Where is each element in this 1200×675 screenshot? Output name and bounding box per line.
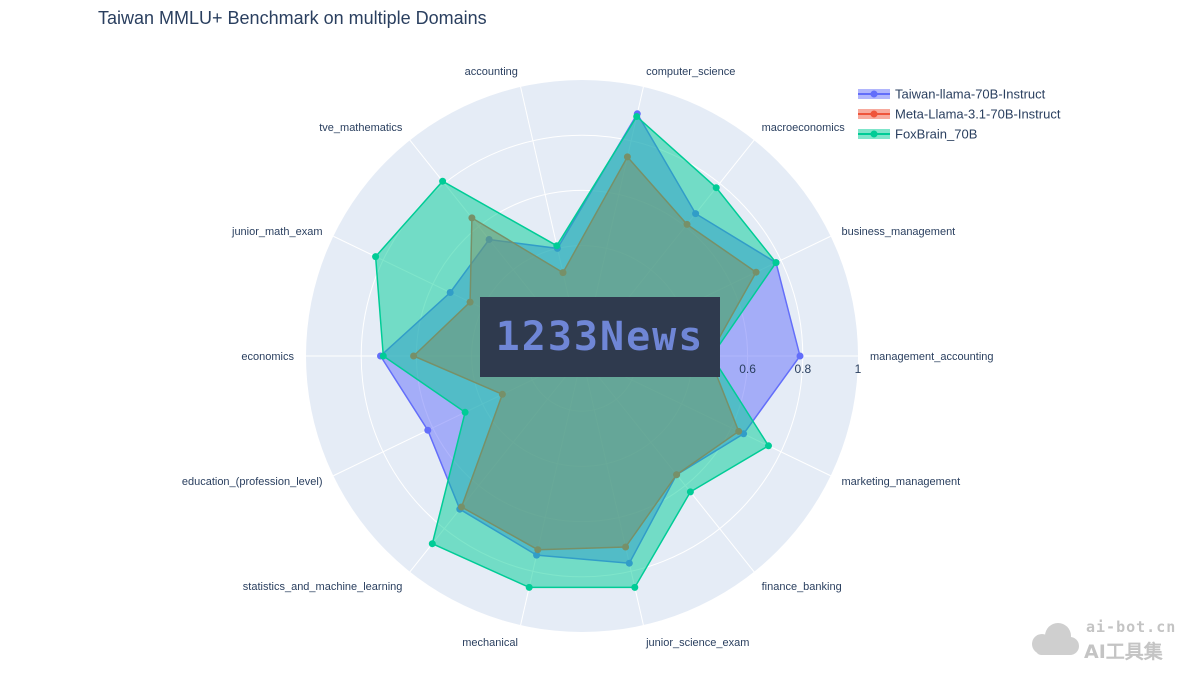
legend-item[interactable]: Taiwan-llama-70B-Instruct — [858, 87, 1046, 102]
axis-label-junior_science_exam: junior_science_exam — [645, 637, 749, 649]
series-point — [631, 583, 639, 591]
series-point — [712, 184, 720, 192]
legend-marker — [870, 110, 878, 118]
legend-marker — [870, 90, 878, 98]
radial-tick-labels: 0.6 0.8 1 — [739, 362, 861, 376]
axis-label-statistics_and_machine_learning: statistics_and_machine_learning — [243, 581, 403, 593]
series-point — [372, 253, 380, 261]
axis-label-computer_science: computer_science — [646, 66, 735, 78]
axis-label-accounting: accounting — [465, 66, 518, 78]
chart-title: Taiwan MMLU+ Benchmark on multiple Domai… — [98, 8, 487, 28]
axis-label-tve_mathematics: tve_mathematics — [319, 122, 403, 134]
series-point — [525, 583, 533, 591]
axis-label-management_accounting: management_accounting — [870, 351, 994, 363]
series-point — [379, 352, 387, 360]
axis-label-marketing_management: marketing_management — [842, 476, 961, 488]
series-point — [439, 177, 447, 185]
axis-label-finance_banking: finance_banking — [762, 581, 842, 593]
series-point — [553, 242, 561, 250]
radial-tick-label: 0.6 — [739, 362, 756, 376]
series-point — [772, 259, 780, 267]
axis-label-economics: economics — [241, 351, 294, 363]
legend-label: Meta-Llama-3.1-70B-Instruct — [895, 107, 1061, 122]
center-watermark-text: 1233News — [495, 314, 705, 360]
legend-marker — [870, 130, 878, 138]
axis-label-business_management: business_management — [842, 226, 956, 238]
legend-item[interactable]: FoxBrain_70B — [858, 127, 977, 142]
axis-label-education_(profession_level): education_(profession_level) — [182, 476, 323, 488]
angular-axis-labels: management_accounting business_management… — [182, 66, 994, 649]
series-point — [424, 426, 432, 434]
series-point — [633, 113, 641, 120]
axis-label-junior_math_exam: junior_math_exam — [231, 226, 323, 238]
legend-label: FoxBrain_70B — [895, 127, 977, 142]
axis-label-mechanical: mechanical — [462, 637, 518, 649]
cloud-logo-icon — [1032, 623, 1079, 655]
series-point — [428, 540, 436, 548]
corner-watermark-bottom: AI工具集 — [1084, 641, 1163, 663]
legend[interactable]: Taiwan-llama-70B-Instruct Meta-Llama-3.1-… — [858, 87, 1061, 142]
series-point — [461, 408, 469, 416]
corner-watermark: ai-bot.cn AI工具集 — [1024, 618, 1180, 663]
series-point — [796, 352, 804, 360]
corner-watermark-top: ai-bot.cn — [1086, 618, 1177, 636]
series-point — [765, 442, 772, 450]
radial-tick-label: 1 — [855, 362, 862, 376]
axis-label-macroeconomics: macroeconomics — [762, 122, 846, 134]
radial-tick-label: 0.8 — [794, 362, 811, 376]
legend-label: Taiwan-llama-70B-Instruct — [895, 87, 1046, 102]
series-point — [686, 488, 694, 496]
center-watermark: 1233News — [480, 297, 720, 377]
legend-item[interactable]: Meta-Llama-3.1-70B-Instruct — [858, 107, 1061, 122]
